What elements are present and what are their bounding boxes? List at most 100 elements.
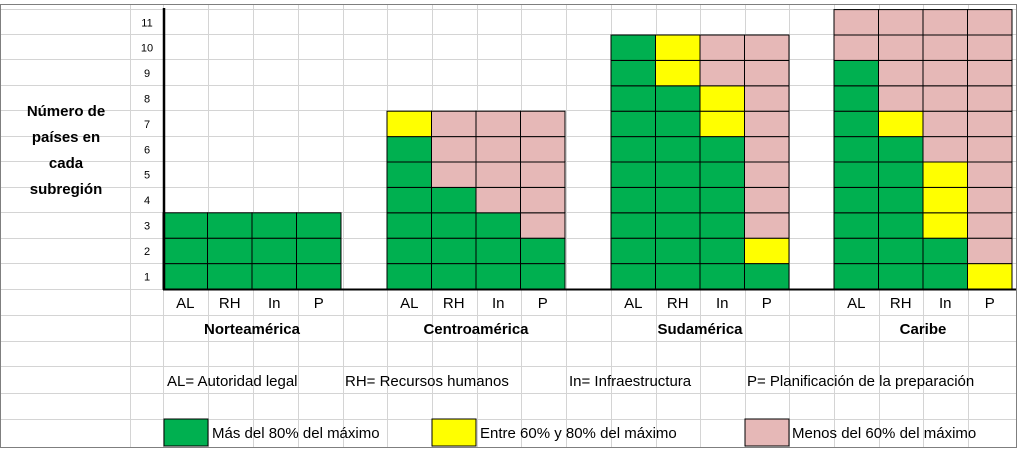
chart-cell-centroamérica-in: [475, 237, 521, 265]
y-tick-label: 11: [141, 17, 152, 29]
y-tick-label: 2: [144, 246, 150, 258]
chart-cell-centroamérica-p: [520, 186, 566, 214]
chart-cell-caribe-in: [922, 34, 968, 61]
chart-cell-caribe-rh: [878, 212, 924, 239]
region-label: Centroamérica: [423, 321, 529, 338]
chart-cell-centroamérica-al: [386, 136, 432, 163]
chart-cell-sudamérica-al: [610, 110, 656, 138]
chart-cell-sudamérica-al: [610, 34, 656, 61]
chart-cell-sudamérica-p: [744, 161, 790, 188]
chart-cell-caribe-rh: [878, 110, 924, 138]
y-tick-label: 3: [144, 221, 150, 233]
chart-cell-caribe-rh: [878, 263, 924, 290]
chart-cell-caribe-in: [922, 110, 968, 138]
chart-cell-sudamérica-in: [699, 136, 745, 163]
chart-cell-sudamérica-al: [610, 263, 656, 290]
chart-cell-sudamérica-rh: [655, 34, 701, 61]
chart-cell-centroamérica-p: [520, 136, 566, 163]
chart-cell-sudamérica-in: [699, 85, 745, 112]
chart-cell-sudamérica-in: [699, 263, 745, 290]
chart-cell-centroamérica-rh: [431, 110, 477, 138]
chart-cell-centroamérica-rh: [431, 263, 477, 290]
chart-cell-centroamérica-al: [386, 212, 432, 239]
abbreviation-note: In= Infraestructura: [569, 373, 692, 390]
x-category-label: AL: [176, 295, 194, 312]
chart-cell-caribe-p: [967, 161, 1013, 188]
chart-cell-sudamérica-in: [699, 110, 745, 138]
y-tick-label: 1: [144, 271, 150, 283]
chart-cell-centroamérica-al: [386, 186, 432, 214]
abbreviation-note: AL= Autoridad legal: [167, 373, 298, 390]
chart-cell-sudamérica-al: [610, 85, 656, 112]
chart-cell-norteamérica-in: [251, 237, 297, 265]
chart-cell-sudamérica-p: [744, 263, 790, 290]
y-tick-label: 9: [144, 68, 150, 80]
x-category-label: AL: [847, 295, 865, 312]
chart-cell-sudamérica-p: [744, 212, 790, 239]
y-axis-title-line: Número de: [27, 103, 105, 120]
y-tick-label: 7: [144, 119, 150, 131]
y-axis-title-line: países en: [32, 129, 100, 146]
chart-cell-centroamérica-rh: [431, 136, 477, 163]
y-tick-label: 5: [144, 170, 150, 182]
x-category-label: RH: [667, 295, 689, 312]
chart-cell-caribe-al: [833, 212, 879, 239]
chart-cell-sudamérica-in: [699, 212, 745, 239]
chart-cell-norteamérica-rh: [207, 263, 253, 290]
chart-cell-caribe-p: [967, 34, 1013, 61]
chart-cell-sudamérica-in: [699, 161, 745, 188]
chart-cell-centroamérica-in: [475, 110, 521, 138]
legend-swatch: [744, 418, 790, 447]
chart-cell-sudamérica-al: [610, 186, 656, 214]
chart-cell-sudamérica-rh: [655, 110, 701, 138]
chart-cell-norteamérica-in: [251, 263, 297, 290]
x-category-label: P: [985, 295, 995, 312]
chart-cell-norteamérica-al: [162, 237, 208, 265]
region-label: Sudamérica: [657, 321, 743, 338]
chart-cell-caribe-rh: [878, 186, 924, 214]
chart-cell-caribe-rh: [878, 34, 924, 61]
x-category-label: P: [762, 295, 772, 312]
chart-cell-sudamérica-rh: [655, 237, 701, 265]
chart-cell-norteamérica-in: [251, 212, 297, 239]
chart-cell-caribe-rh: [878, 161, 924, 188]
chart-cell-caribe-in: [922, 59, 968, 87]
y-tick-label: 10: [141, 43, 153, 55]
x-category-label: AL: [624, 295, 642, 312]
x-category-label: RH: [219, 295, 241, 312]
chart-cell-caribe-al: [833, 59, 879, 87]
y-axis-title-line: cada: [49, 155, 84, 172]
y-axis-title-line: subregión: [30, 181, 103, 198]
chart-cell-caribe-al: [833, 34, 879, 61]
region-label: Caribe: [900, 321, 947, 338]
chart-cell-centroamérica-p: [520, 263, 566, 290]
chart-cell-caribe-p: [967, 186, 1013, 214]
chart-cell-caribe-al: [833, 161, 879, 188]
chart-cell-norteamérica-al: [162, 263, 208, 290]
chart-cell-caribe-p: [967, 237, 1013, 265]
chart-cell-centroamérica-al: [386, 237, 432, 265]
legend-swatch: [431, 418, 477, 447]
abbreviation-note: P= Planificación de la preparación: [747, 373, 974, 390]
chart-cell-caribe-rh: [878, 9, 924, 36]
x-category-label: In: [939, 295, 952, 312]
chart-cell-norteamérica-al: [162, 212, 208, 239]
chart-cell-centroamérica-rh: [431, 212, 477, 239]
chart-cell-caribe-p: [967, 59, 1013, 87]
chart-cell-centroamérica-in: [475, 263, 521, 290]
chart-cell-norteamérica-p: [296, 212, 342, 239]
chart-cell-caribe-al: [833, 186, 879, 214]
chart-cell-caribe-in: [922, 136, 968, 163]
x-category-label: P: [538, 295, 548, 312]
chart-cell-sudamérica-p: [744, 110, 790, 138]
chart-cell-sudamérica-al: [610, 212, 656, 239]
chart-cell-centroamérica-rh: [431, 186, 477, 214]
legend-label: Más del 80% del máximo: [212, 425, 380, 442]
chart-cell-centroamérica-al: [386, 110, 432, 138]
chart-cell-centroamérica-al: [386, 263, 432, 290]
chart-cell-caribe-in: [922, 161, 968, 188]
abbreviation-note: RH= Recursos humanos: [345, 373, 509, 390]
chart-cell-sudamérica-p: [744, 186, 790, 214]
chart-cell-sudamérica-rh: [655, 212, 701, 239]
